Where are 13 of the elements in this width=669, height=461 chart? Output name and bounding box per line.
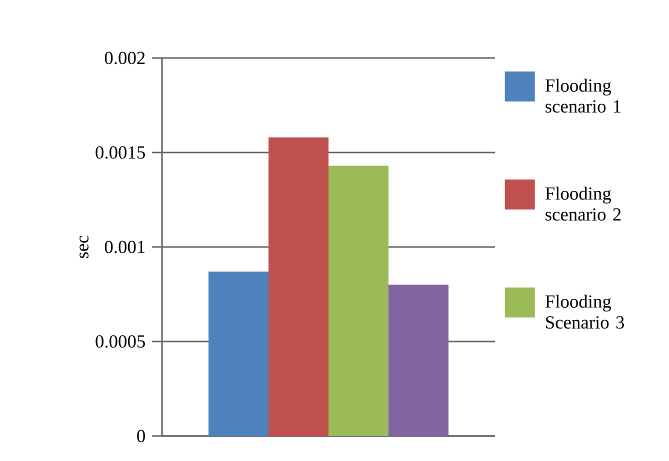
y-tick-label: 0.0015 <box>96 146 145 159</box>
bar <box>328 166 389 436</box>
y-tick-label: 0.0005 <box>96 335 145 348</box>
bar <box>268 137 329 436</box>
legend-label: Flooding scenario 1 <box>545 78 621 113</box>
bar <box>388 284 449 436</box>
y-tick-label: 0 <box>137 430 145 442</box>
legend-label: Flooding Scenario 3 <box>545 294 624 329</box>
legend-label: Flooding scenario 2 <box>545 186 621 221</box>
y-tick-label: 0.001 <box>104 240 145 254</box>
y-axis-title: sec <box>80 236 88 258</box>
bar <box>208 272 268 436</box>
y-tick-label: 0.002 <box>104 52 145 64</box>
